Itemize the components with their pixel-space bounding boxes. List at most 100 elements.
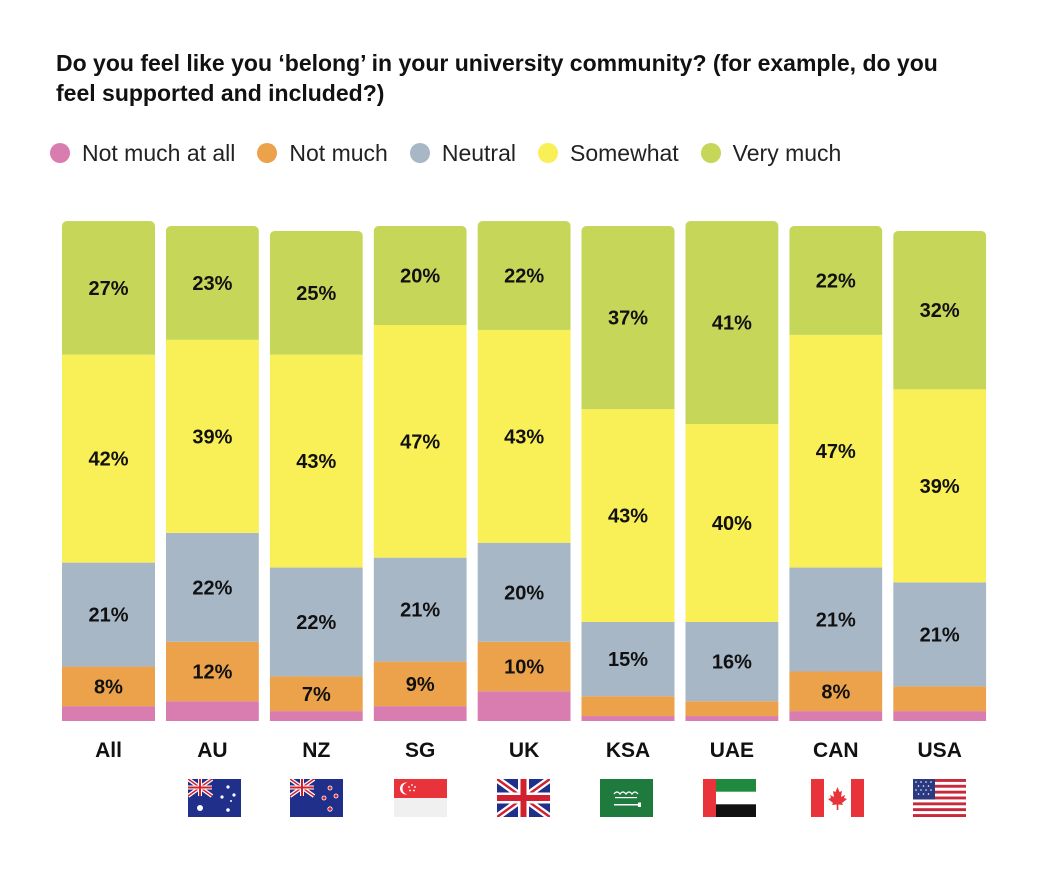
legend-item-very-much: Very much xyxy=(700,139,842,167)
category-label-au: AU xyxy=(197,739,227,762)
bar-segment-uae-somewhat xyxy=(685,424,779,622)
category-label-can: CAN xyxy=(813,739,859,762)
data-label: 22% xyxy=(192,577,232,599)
data-label: 16% xyxy=(712,652,752,674)
data-label: 47% xyxy=(400,431,440,453)
legend-label: Somewhat xyxy=(570,139,679,166)
category-label-sg: SG xyxy=(405,739,435,762)
legend-item-not-much-at-all: Not much at all xyxy=(50,140,235,167)
data-label: 8% xyxy=(821,681,850,703)
bar-stack-uae xyxy=(685,221,779,721)
data-label: 23% xyxy=(192,273,232,295)
bar-segment-nz-not-much-at-all xyxy=(269,711,363,721)
bar-segment-ksa-somewhat xyxy=(581,409,675,622)
new-zealand-flag-icon xyxy=(290,779,343,817)
bar-segment-can-very-much xyxy=(789,226,883,335)
category-label-usa: USA xyxy=(918,739,962,762)
data-label: 22% xyxy=(816,270,856,292)
legend-swatch xyxy=(700,143,721,163)
bar-segment-ksa-neutral xyxy=(581,622,675,697)
data-label: 21% xyxy=(920,624,960,646)
data-label: 12% xyxy=(192,662,232,684)
data-label: 20% xyxy=(400,266,440,288)
legend-item-not-much: Not much xyxy=(257,139,388,167)
legend-item-somewhat: Somewhat xyxy=(538,140,679,167)
bar-segment-usa-not-much xyxy=(893,686,987,712)
bar-segment-au-somewhat xyxy=(165,339,259,533)
bar-stack-ksa xyxy=(581,226,675,721)
data-label: 47% xyxy=(816,441,856,463)
bar-segment-uk-neutral xyxy=(477,542,571,642)
data-label: 25% xyxy=(296,283,336,305)
bar-segment-usa-neutral xyxy=(893,582,987,687)
data-label: 32% xyxy=(920,300,960,322)
bar-segment-all-somewhat xyxy=(62,354,155,563)
bar-stack-nz xyxy=(269,230,363,721)
bar-segment-sg-neutral xyxy=(373,557,467,662)
bar-segment-uae-neutral xyxy=(685,622,779,702)
chart-title: Do you feel like you ‘belong’ in your un… xyxy=(56,50,938,106)
legend-swatch xyxy=(538,143,558,163)
category-label-all: All xyxy=(95,739,122,762)
data-label: 21% xyxy=(816,610,856,632)
bar-segment-uk-somewhat xyxy=(477,329,571,543)
legend-label: Very much xyxy=(732,139,842,166)
data-label: 9% xyxy=(406,674,435,696)
united-kingdom-flag-icon xyxy=(497,779,550,817)
data-label: 7% xyxy=(302,684,331,706)
uae-flag-icon xyxy=(703,779,756,817)
bar-segment-sg-very-much xyxy=(373,226,467,325)
data-label: 42% xyxy=(88,449,128,471)
legend-label: Not much xyxy=(289,139,388,166)
category-label-uk: UK xyxy=(509,739,539,762)
usa-flag-icon xyxy=(913,779,966,817)
bar-segment-usa-very-much xyxy=(893,230,987,390)
bar-segment-all-very-much xyxy=(62,221,155,355)
bar-segment-can-neutral xyxy=(789,567,883,672)
bar-segment-nz-very-much xyxy=(269,230,363,355)
data-label: 27% xyxy=(88,278,128,300)
category-label-uae: UAE xyxy=(710,739,754,762)
data-label: 40% xyxy=(712,513,752,535)
legend: Not much at all Not much Neutral Somewha… xyxy=(50,137,863,169)
bar-segment-au-not-much-at-all xyxy=(165,701,259,721)
bar-segment-uk-very-much xyxy=(477,221,571,330)
bar-segment-ksa-very-much xyxy=(581,226,675,410)
bar-segment-uae-not-much xyxy=(685,701,779,717)
bar-segment-nz-not-much xyxy=(269,676,363,712)
bar-segment-au-not-much xyxy=(165,641,259,702)
data-label: 39% xyxy=(920,476,960,498)
bar-stack-can xyxy=(789,226,883,721)
bar-segment-can-not-much-at-all xyxy=(789,711,883,721)
legend-label: Not much at all xyxy=(82,139,236,166)
bar-segment-all-neutral xyxy=(62,562,155,667)
bar-segment-ksa-not-much-at-all xyxy=(581,716,675,721)
bar-segment-uae-not-much-at-all xyxy=(685,716,779,721)
canada-flag-icon xyxy=(811,779,864,817)
bar-stack-au xyxy=(165,226,259,721)
data-label: 41% xyxy=(712,313,752,335)
data-label: 22% xyxy=(296,612,336,634)
bar-segment-uae-very-much xyxy=(685,221,779,424)
category-label-nz: NZ xyxy=(302,739,330,762)
bar-segment-sg-somewhat xyxy=(373,325,467,558)
bar-stack-sg xyxy=(373,226,467,721)
bar-segment-au-very-much xyxy=(165,226,259,340)
australia-flag-icon xyxy=(188,779,241,817)
bar-stack-uk xyxy=(477,221,571,721)
bar-segment-uk-not-much xyxy=(477,641,571,692)
bar-segment-all-not-much xyxy=(62,666,155,707)
legend-label: Neutral xyxy=(441,139,516,166)
bar-segment-uk-not-much-at-all xyxy=(477,691,571,721)
bar-segment-sg-not-much xyxy=(373,661,467,707)
singapore-flag-icon xyxy=(394,779,447,817)
data-label: 10% xyxy=(504,657,544,679)
bar-segment-all-not-much-at-all xyxy=(62,706,155,721)
bar-segment-sg-not-much-at-all xyxy=(373,706,467,721)
legend-swatch xyxy=(409,143,430,163)
category-label-ksa: KSA xyxy=(606,739,650,762)
bar-segment-au-neutral xyxy=(165,532,259,642)
saudi-arabia-flag-icon xyxy=(600,779,653,817)
legend-item-neutral: Neutral xyxy=(409,139,516,167)
